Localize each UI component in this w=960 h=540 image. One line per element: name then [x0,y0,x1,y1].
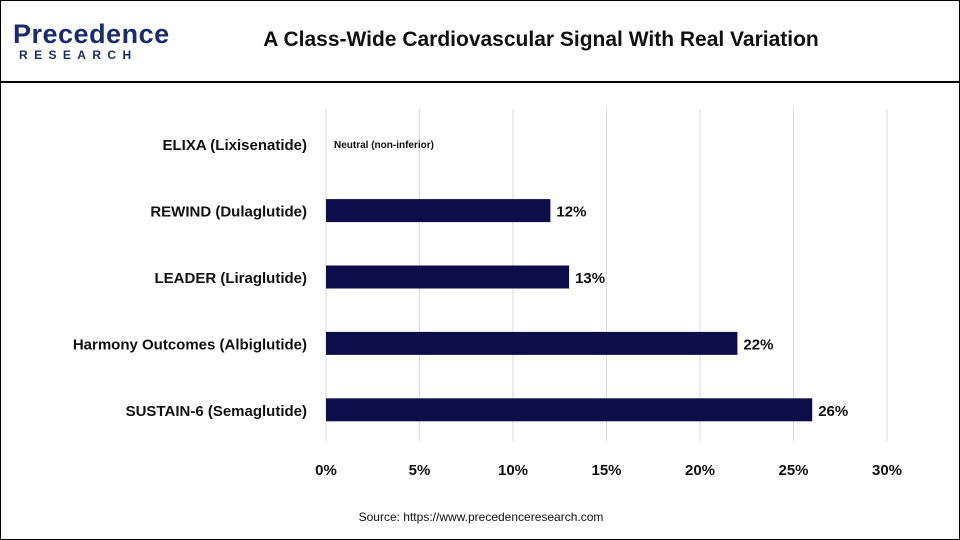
y-category-label: LEADER (Liraglutide) [155,270,308,287]
source-note: Source: https://www.precedenceresearch.c… [358,510,604,524]
bar [326,398,813,422]
x-tick-label: 20% [685,462,715,479]
data-label: 13% [575,270,605,287]
x-tick-label: 0% [315,462,337,479]
logo-brand: Precedence [13,19,170,49]
y-category-label: ELIXA (Lixisenatide) [163,137,307,154]
bar [326,265,570,289]
data-label: 22% [743,336,773,353]
y-category-label: REWIND (Dulaglutide) [150,204,307,221]
bar-chart: 0% 5% 10% 15% 20% 25% 30% ELIXA (Lixisenatide) N… [73,109,902,479]
data-label: Neutral (non-inferior) [334,140,434,151]
y-category-label: Harmony Outcomes (Albiglutide) [73,336,307,353]
x-tick-label: 30% [872,462,902,479]
logo-subtitle: RESEARCH [19,48,138,62]
chart-title: A Class-Wide Cardiovascular Signal With … [263,28,819,51]
data-label: 12% [556,204,586,221]
logo: Precedence RESEARCH [13,19,169,69]
x-tick-label: 5% [409,462,431,479]
data-label: 26% [818,403,848,420]
bar [326,199,551,223]
x-tick-label: 10% [498,462,528,479]
bar [326,331,738,355]
header: Precedence RESEARCH A Class-Wide Cardiov… [1,1,959,83]
y-category-label: SUSTAIN-6 (Semaglutide) [126,403,307,420]
x-tick-label: 25% [778,462,808,479]
x-tick-label: 15% [591,462,621,479]
